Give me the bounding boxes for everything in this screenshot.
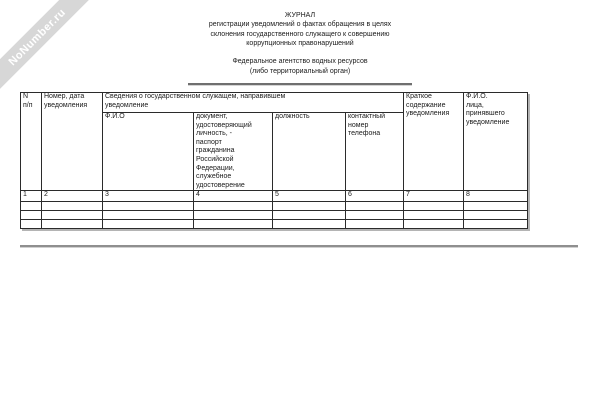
empty-cell xyxy=(272,219,346,230)
empty-cell xyxy=(403,219,465,230)
empty-cell xyxy=(272,201,346,212)
journal-table: N п/п Номер, дата уведомления Сведения о… xyxy=(20,91,529,230)
empty-entry-row xyxy=(20,201,529,212)
empty-cell xyxy=(41,201,103,212)
empty-cell xyxy=(463,210,529,221)
header-cell-fio: Ф.И.О xyxy=(102,111,194,192)
title-line-2: регистрации уведомлений о фактах обращен… xyxy=(208,21,392,29)
column-number-row: 1 2 3 4 5 6 7 8 xyxy=(20,190,529,203)
header-cell-summary: Краткое содержание уведомления xyxy=(403,91,465,192)
empty-cell xyxy=(463,219,529,230)
empty-cell xyxy=(20,201,42,212)
empty-cell xyxy=(403,201,465,212)
header-cell-receiver-fio: Ф.И.О. лица, принявшего уведомление xyxy=(463,91,529,192)
column-number-cell: 1 xyxy=(20,190,42,203)
column-number-cell: 2 xyxy=(41,190,103,203)
title-spacer xyxy=(0,48,600,57)
header-cell-identity-document: документ, удостоверяющий личность, - пас… xyxy=(193,111,273,192)
empty-cell xyxy=(102,210,194,221)
empty-cell xyxy=(20,210,42,221)
agency-name: Федеральное агентство водных ресурсов xyxy=(232,58,368,66)
header-cell-notice-number-date: Номер, дата уведомления xyxy=(41,91,103,192)
empty-cell xyxy=(102,219,194,230)
agency-note: (либо территориальный орган) xyxy=(249,67,351,75)
empty-cell xyxy=(344,219,405,230)
header-cell-contact-phone: контактный номер телефона xyxy=(344,111,405,192)
empty-cell xyxy=(344,201,405,212)
header-cell-group-civil-servant: Сведения о государственном служащем, нап… xyxy=(101,92,405,113)
column-number-cell: 7 xyxy=(403,190,465,203)
title-underline-rule xyxy=(188,83,412,85)
empty-cell xyxy=(403,210,465,221)
column-number-cell: 8 xyxy=(463,190,529,203)
empty-cell xyxy=(193,219,273,230)
empty-cell xyxy=(463,201,529,212)
empty-cell xyxy=(193,201,273,212)
header-cell-position: должность xyxy=(272,111,346,192)
title-line-4: коррупционных правонарушений xyxy=(246,39,354,47)
column-number-cell: 3 xyxy=(102,190,194,203)
document-title-block: ЖУРНАЛ регистрации уведомлений о фактах … xyxy=(0,11,600,76)
column-number-cell: 6 xyxy=(344,190,405,203)
empty-cell xyxy=(102,201,194,212)
empty-entry-row xyxy=(20,219,529,230)
empty-cell xyxy=(193,210,273,221)
empty-cell xyxy=(272,210,346,221)
title-line-3: склонения государственного служащего к с… xyxy=(210,30,390,38)
column-number-cell: 4 xyxy=(193,190,273,203)
header-cell-row-number: N п/п xyxy=(20,91,42,192)
table-header-row-top: N п/п Номер, дата уведомления Сведения о… xyxy=(20,91,529,192)
table-header-row-sub: Ф.И.О документ, удостоверяющий личность,… xyxy=(21,111,528,192)
empty-entry-row xyxy=(20,210,529,221)
empty-cell xyxy=(41,219,103,230)
empty-cell xyxy=(344,210,405,221)
bottom-horizontal-rule xyxy=(20,245,578,248)
empty-cell xyxy=(20,219,42,230)
empty-cell xyxy=(41,210,103,221)
document-heading: ЖУРНАЛ xyxy=(284,12,316,19)
column-number-cell: 5 xyxy=(272,190,346,203)
